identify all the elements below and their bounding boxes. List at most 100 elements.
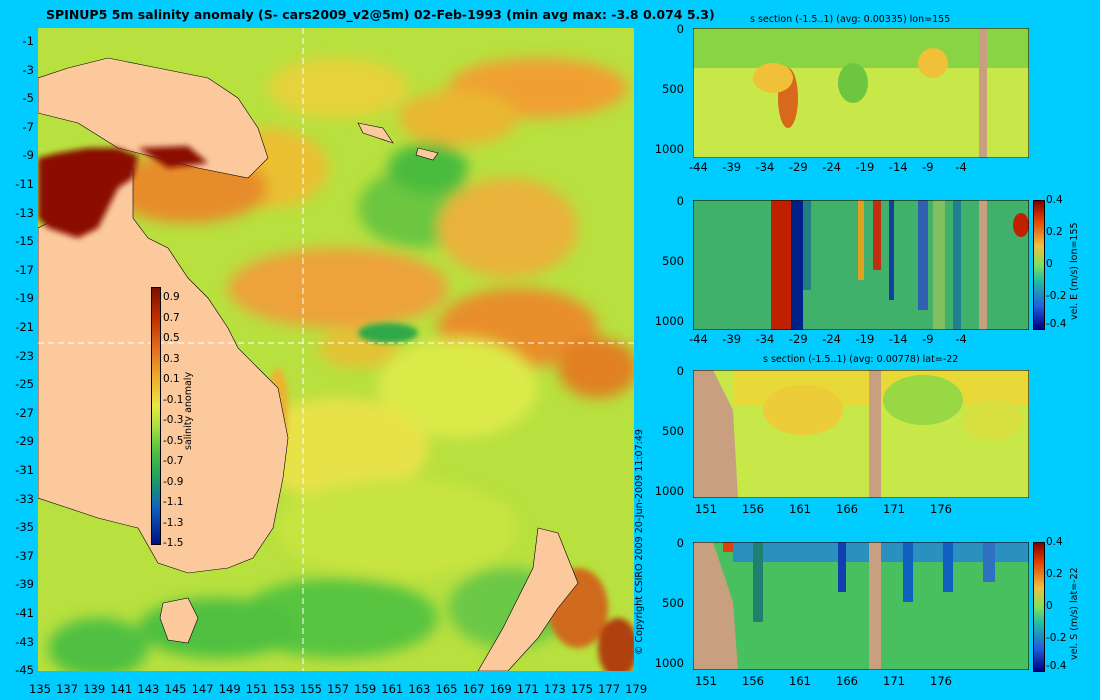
panel-x-tick: 156 bbox=[742, 674, 764, 688]
panel-x-tick: -29 bbox=[788, 332, 808, 346]
lon-tick-label: 171 bbox=[516, 682, 539, 696]
lon-tick-label: 141 bbox=[110, 682, 133, 696]
lat-tick-label: -17 bbox=[15, 262, 34, 277]
lat-tick-label: -23 bbox=[15, 348, 34, 363]
lat-tick-label: -7 bbox=[22, 119, 34, 134]
section-3-title: s section (-1.5..1) (avg: 0.00778) lat=-… bbox=[763, 354, 959, 365]
panel-x-tick: -44 bbox=[689, 160, 708, 174]
panel-colorbar-tick: 0.2 bbox=[1046, 568, 1063, 580]
panel-x-tick: -14 bbox=[888, 160, 908, 174]
lon-tick-label: 161 bbox=[381, 682, 404, 696]
panel-x-tick: -29 bbox=[788, 160, 808, 174]
lat-tick-label: -11 bbox=[15, 177, 34, 191]
lat-tick-label: -45 bbox=[15, 663, 34, 678]
panel-x-tick: 156 bbox=[742, 502, 764, 516]
panel-x-tick: 151 bbox=[695, 502, 717, 516]
colorbar-tick: -0.9 bbox=[163, 475, 184, 488]
colorbar-tick: 0.9 bbox=[163, 291, 180, 303]
panel-colorbar-tick: -0.4 bbox=[1046, 318, 1067, 330]
panel-y-tick: 0 bbox=[676, 194, 684, 208]
lon-tick-label: 151 bbox=[245, 682, 268, 696]
panel-x-tick: 166 bbox=[836, 502, 858, 516]
salinity-map bbox=[38, 28, 634, 671]
lon-tick-label: 163 bbox=[408, 682, 431, 696]
panel-x-tick: -39 bbox=[722, 332, 742, 346]
panel-x-tick: -19 bbox=[855, 332, 875, 346]
panel-x-tick: -4 bbox=[955, 332, 967, 346]
lat-tick-label: -15 bbox=[15, 234, 34, 249]
lon-tick-label: 147 bbox=[191, 682, 214, 696]
lat-tick-label: -33 bbox=[15, 491, 34, 506]
panel-x-tick: 161 bbox=[789, 502, 811, 516]
lat-tick-label: -35 bbox=[15, 520, 34, 535]
lon-tick-label: 149 bbox=[218, 682, 241, 696]
colorbar-label: salinity anomaly bbox=[183, 371, 194, 450]
lon-tick-label: 153 bbox=[272, 682, 295, 696]
panel-colorbar-tick: 0.4 bbox=[1046, 536, 1063, 548]
lon-tick-label: 173 bbox=[543, 682, 566, 696]
lat-tick-label: -5 bbox=[22, 91, 34, 106]
lon-tick-label: 159 bbox=[354, 682, 377, 696]
lon-tick-label: 155 bbox=[300, 682, 322, 696]
colorbar-tick: 0.3 bbox=[163, 352, 180, 365]
panel-colorbar-tick: 0.2 bbox=[1046, 226, 1063, 238]
panel-x-tick: -39 bbox=[722, 160, 742, 174]
panel-y-tick: 1000 bbox=[654, 656, 684, 670]
lon-tick-label: 157 bbox=[327, 682, 350, 696]
panel-colorbar-tick: 0 bbox=[1046, 600, 1053, 612]
lat-tick-label: -41 bbox=[15, 606, 34, 620]
lon-tick-label: 143 bbox=[137, 682, 160, 696]
colorbar-tick: -0.3 bbox=[163, 414, 184, 426]
lon-tick-label: 145 bbox=[164, 682, 187, 696]
lon-tick-label: 137 bbox=[56, 682, 79, 696]
panel-y-tick: 500 bbox=[662, 596, 684, 610]
lat-tick-label: -31 bbox=[15, 463, 34, 477]
panel-x-tick: 176 bbox=[930, 674, 952, 688]
lat-tick-label: -43 bbox=[15, 634, 34, 649]
map-colorbar bbox=[151, 287, 161, 545]
panel-colorbar-tick: -0.2 bbox=[1046, 632, 1067, 644]
copyright-text: © Copyright CSIRO 2009 20-Jun-2009 11:07… bbox=[634, 429, 645, 655]
panel-y-tick: 0 bbox=[676, 536, 684, 550]
colorbar-tick: -1.3 bbox=[163, 516, 184, 529]
lon-tick-label: 139 bbox=[83, 682, 106, 696]
panel-colorbar-tick: -0.4 bbox=[1046, 660, 1067, 672]
section-1-plot bbox=[693, 28, 1029, 158]
panel-x-tick: 171 bbox=[883, 674, 905, 688]
section-2-colorbar bbox=[1033, 200, 1045, 330]
panel-y-tick: 1000 bbox=[654, 142, 684, 156]
lat-tick-label: -21 bbox=[15, 320, 34, 334]
section-1-title: s section (-1.5..1) (avg: 0.00335) lon=1… bbox=[750, 14, 951, 25]
lat-tick-label: -39 bbox=[15, 577, 34, 592]
lat-tick-label: -3 bbox=[22, 62, 34, 77]
map-title: SPINUP5 5m salinity anomaly (S- cars2009… bbox=[46, 7, 715, 22]
panel-y-tick: 0 bbox=[676, 364, 684, 378]
panel-x-tick: -14 bbox=[888, 332, 908, 346]
lon-tick-label: 179 bbox=[625, 682, 648, 696]
panel-x-tick: -34 bbox=[755, 332, 775, 346]
lat-tick-label: -13 bbox=[15, 205, 34, 220]
lon-tick-label: 165 bbox=[435, 682, 458, 696]
panel-x-tick: -19 bbox=[855, 160, 875, 174]
panel-x-tick: -9 bbox=[922, 160, 934, 174]
panel-x-tick: 166 bbox=[836, 674, 858, 688]
lat-tick-label: -25 bbox=[15, 377, 34, 392]
panel-colorbar-tick: 0.4 bbox=[1046, 194, 1063, 206]
panel-x-tick: -44 bbox=[689, 332, 708, 346]
section-3-plot bbox=[693, 370, 1029, 498]
lon-tick-label: 175 bbox=[571, 682, 593, 696]
panel-y-tick: 500 bbox=[662, 254, 684, 268]
panel-x-tick: -24 bbox=[822, 160, 841, 174]
lon-tick-label: 167 bbox=[462, 682, 485, 696]
panel-y-tick: 1000 bbox=[654, 484, 684, 498]
lat-tick-label: -19 bbox=[15, 291, 34, 306]
colorbar-tick: 0.1 bbox=[163, 373, 180, 385]
panel-x-tick: 161 bbox=[789, 674, 811, 688]
lat-tick-label: -1 bbox=[22, 34, 34, 48]
panel-y-tick: 0 bbox=[676, 22, 684, 36]
panel-x-tick: 151 bbox=[695, 674, 717, 688]
panel-x-tick: -24 bbox=[822, 332, 841, 346]
colorbar-tick: 0.7 bbox=[163, 311, 180, 324]
colorbar-tick: -1.1 bbox=[163, 496, 184, 508]
panel-colorbar-tick: 0 bbox=[1046, 258, 1053, 270]
